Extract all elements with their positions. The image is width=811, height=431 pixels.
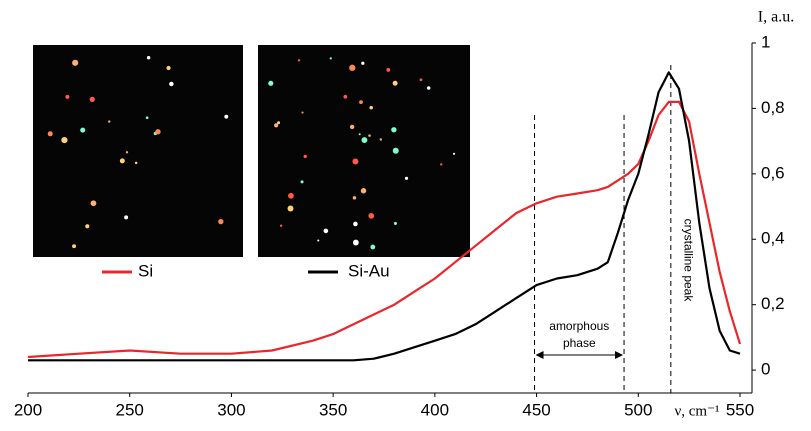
inset-dot — [303, 154, 307, 159]
y-tick-label: 0,8 — [761, 98, 785, 117]
inset-dot — [404, 176, 409, 180]
amorphous-label: phase — [563, 336, 596, 350]
amorphous-label: amorphous — [549, 319, 609, 333]
inset-dot — [224, 114, 229, 119]
inset-dot — [323, 228, 329, 234]
inset-dot — [166, 65, 171, 71]
x-axis-label: ν, cm⁻¹ — [674, 403, 719, 419]
inset-dot — [108, 120, 111, 123]
inset-dot — [329, 57, 332, 60]
inset-dot — [72, 244, 77, 249]
inset-dot — [124, 215, 129, 220]
legend-label: Si-Au — [348, 261, 390, 280]
inset-dot — [90, 200, 97, 207]
x-tick-label: 350 — [319, 400, 347, 419]
inset-dot — [297, 59, 301, 62]
inset-dot — [146, 56, 151, 60]
inset-dot — [426, 86, 431, 90]
inset-dot — [277, 121, 281, 125]
inset-dot — [349, 64, 356, 71]
inset-dot — [47, 131, 53, 137]
inset-dot — [392, 80, 398, 86]
inset-dot — [369, 105, 373, 110]
inset-dot — [301, 111, 304, 114]
x-tick-label: 200 — [14, 400, 42, 419]
inset-dot — [80, 127, 86, 133]
x-tick-label: 400 — [421, 400, 449, 419]
inset-dot — [145, 116, 149, 120]
x-tick-label: 500 — [624, 400, 652, 419]
inset-dot — [343, 94, 348, 99]
inset-dot — [352, 158, 359, 165]
inset-image-si-au — [258, 45, 470, 257]
x-tick-label: 550 — [726, 400, 754, 419]
series-line — [28, 71, 741, 362]
inset-dot — [393, 221, 397, 225]
y-tick-label: 0,4 — [761, 229, 785, 248]
inset-dot — [358, 133, 361, 136]
inset-dot — [349, 124, 355, 130]
inset-dot — [352, 196, 357, 200]
inset-dot — [440, 163, 443, 166]
inset-dot — [85, 224, 90, 229]
inset-dot — [218, 218, 224, 225]
inset-dot — [125, 151, 129, 154]
inset-dot — [300, 180, 304, 184]
inset-dot — [391, 127, 397, 133]
y-tick-label: 0 — [761, 360, 770, 379]
inset-dot — [155, 129, 161, 135]
inset-dot — [89, 96, 95, 103]
inset-dot — [274, 123, 279, 128]
inset-dot — [119, 158, 125, 164]
inset-dot — [72, 59, 79, 66]
inset-dot — [61, 136, 68, 144]
inset-dot — [386, 68, 391, 72]
y-tick-label: 0,6 — [761, 163, 785, 182]
inset-dot — [169, 81, 174, 87]
inset-dot — [360, 188, 367, 194]
crystalline-label: crystalline peak — [682, 219, 696, 303]
inset-dot — [361, 137, 368, 143]
legend-label: Si — [138, 261, 153, 280]
inset-dot — [317, 239, 320, 242]
y-tick-label: 1 — [761, 32, 770, 51]
inset-dot — [419, 78, 423, 82]
inset-dot — [352, 239, 359, 246]
inset-dot — [368, 134, 371, 137]
inset-dot — [452, 152, 456, 155]
inset-dot — [361, 61, 365, 65]
y-tick-label: 0,2 — [761, 294, 785, 313]
y-axis-label: I, a.u. — [758, 9, 794, 26]
inset-dot — [370, 244, 376, 250]
inset-dot — [353, 221, 358, 227]
inset-dot — [287, 205, 294, 212]
inset-dot — [288, 192, 294, 199]
x-tick-label: 450 — [522, 400, 550, 419]
inset-dot — [368, 212, 375, 219]
inset-dot — [65, 94, 70, 99]
x-tick-label: 250 — [116, 400, 144, 419]
inset-dots — [47, 56, 456, 250]
inset-image-si — [33, 45, 243, 257]
inset-dot — [359, 100, 363, 105]
inset-dot — [268, 80, 274, 86]
inset-dot — [134, 161, 138, 165]
inset-dot — [392, 147, 399, 154]
inset-dot — [379, 138, 383, 141]
inset-dot — [279, 224, 283, 227]
x-tick-label: 300 — [217, 400, 245, 419]
